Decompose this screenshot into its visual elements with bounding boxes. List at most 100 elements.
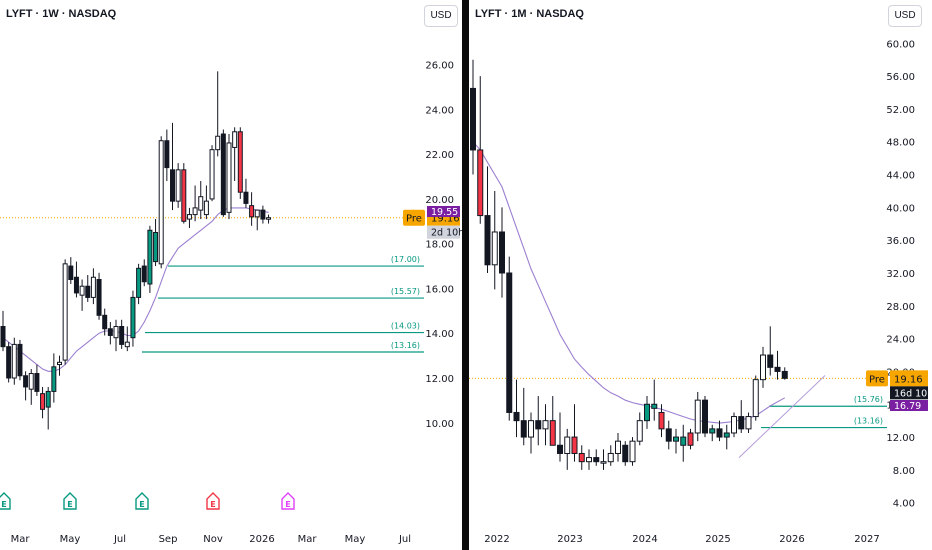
monthly-chart-canvas[interactable]: 60.00 56.00 52.00 48.00 44.00 40.00 36.00 32.00…	[469, 0, 932, 550]
y-axis-tick-label: 20.00	[425, 195, 454, 206]
candle-body	[6, 346, 12, 379]
candle-body	[181, 169, 187, 222]
candle-body	[636, 420, 643, 442]
candle-body	[260, 209, 266, 220]
earnings-event-label: E	[67, 500, 72, 509]
candle-body	[266, 217, 272, 220]
candle-body	[535, 420, 542, 430]
candle-body	[716, 428, 723, 438]
pre-label-text: Pre	[406, 214, 422, 225]
earnings-event-icon[interactable]: E	[206, 492, 220, 510]
candle-body	[752, 379, 759, 418]
candle-body	[153, 231, 159, 263]
earnings-event-icon[interactable]: E	[281, 492, 295, 510]
candle-body	[520, 420, 527, 438]
candle-body	[158, 140, 164, 265]
candle-body	[73, 276, 79, 294]
candle-body	[209, 149, 215, 200]
candle-body	[644, 403, 650, 422]
candle-body	[491, 231, 498, 266]
trend-line[interactable]	[738, 375, 826, 458]
y-axis-tick-label: 48.00	[886, 138, 915, 149]
candle-body	[28, 373, 34, 390]
x-axis-tick-label: 2027	[854, 534, 879, 545]
earnings-event-label: E	[1, 500, 6, 509]
x-axis-tick-label: 2026	[249, 534, 274, 545]
y-axis-tick-label: 52.00	[886, 105, 915, 116]
x-axis-tick-label: Mar	[298, 534, 318, 545]
y-axis-tick-label: 18.00	[425, 240, 454, 251]
support-level-label: (13.16)	[854, 417, 883, 426]
currency-button[interactable]: USD	[888, 5, 922, 27]
candle-body	[767, 354, 774, 368]
moving-average-value: 16.79	[894, 401, 921, 412]
candle-body	[85, 285, 91, 298]
candle-body	[600, 461, 607, 464]
pre-price-text: 19.16	[431, 214, 460, 225]
candle-body	[658, 411, 665, 430]
x-axis-tick-label: Nov	[203, 534, 223, 545]
candle-body	[243, 191, 249, 204]
symbol-title[interactable]: LYFT · 1W · NASDAQ	[6, 8, 117, 20]
panel-divider[interactable]	[462, 0, 469, 550]
y-axis-tick-label: 4.00	[893, 499, 915, 510]
y-axis-tick-label: 36.00	[886, 236, 915, 247]
candle-body	[731, 416, 737, 434]
candle-body	[549, 420, 556, 446]
candle-body	[136, 267, 142, 298]
currency-button[interactable]: USD	[424, 5, 458, 27]
candle-body	[781, 370, 788, 379]
candle-body	[0, 326, 6, 348]
earnings-event-shape	[63, 492, 77, 510]
earnings-event-icon[interactable]: E	[0, 492, 11, 510]
x-axis-tick-label: May	[60, 534, 81, 545]
countdown-text: 16d 10h	[894, 388, 932, 399]
chart-panel-weekly[interactable]: 26.00 24.00 22.00 20.00 18.00 16.00 14.00 12.00…	[0, 0, 462, 550]
candle-body	[622, 444, 629, 463]
candles-group	[470, 59, 788, 470]
y-axis-tick-label: 10.00	[425, 419, 454, 430]
symbol-title[interactable]: LYFT · 1M · NASDAQ	[475, 8, 584, 20]
candle-body	[484, 215, 491, 266]
y-axis-tick-label: 24.00	[425, 105, 454, 116]
y-axis-tick-label: 32.00	[886, 269, 915, 280]
pre-label-tag	[866, 370, 888, 387]
support-level-label: (14.03)	[391, 322, 420, 331]
earnings-event-icon[interactable]: E	[135, 492, 149, 510]
pre-price-tag	[890, 370, 928, 387]
x-axis-tick-label: Sep	[159, 534, 178, 545]
candle-body	[164, 140, 170, 169]
candle-body	[175, 169, 181, 202]
candle-body	[528, 420, 534, 438]
candles-group	[0, 71, 272, 430]
candle-body	[23, 375, 29, 388]
chart-panel-monthly[interactable]: 60.00 56.00 52.00 48.00 44.00 40.00 36.00 32.00…	[469, 0, 932, 550]
candle-body	[578, 452, 585, 463]
earnings-event-label: E	[285, 500, 290, 509]
candle-body	[564, 436, 571, 454]
candle-body	[45, 390, 51, 408]
earnings-event-icon[interactable]: E	[63, 492, 77, 510]
earnings-event-shape	[206, 492, 220, 510]
countdown-text: 2d 10h	[431, 228, 462, 239]
x-axis-tick-label: Mar	[11, 534, 31, 545]
candle-body	[615, 440, 621, 454]
earnings-event-shape	[0, 492, 11, 510]
x-axis-tick-label: May	[345, 534, 366, 545]
weekly-chart-canvas[interactable]: 26.00 24.00 22.00 20.00 18.00 16.00 14.00 12.00…	[0, 0, 462, 550]
moving-average-tag	[427, 206, 460, 217]
candle-body	[542, 420, 549, 430]
pre-price-text: 19.16	[894, 374, 923, 385]
x-axis-tick-label: Jul	[398, 534, 411, 545]
x-axis-tick-label: 2025	[705, 534, 730, 545]
candle-body	[186, 214, 192, 220]
candle-body	[629, 440, 636, 463]
candle-body	[192, 207, 198, 216]
candle-body	[96, 279, 102, 316]
y-axis-tick-label: 60.00	[886, 39, 915, 50]
candle-body	[198, 196, 204, 211]
candle-body	[147, 229, 153, 285]
moving-average-value: 19.55	[431, 207, 458, 218]
y-axis-tick-label: 40.00	[886, 203, 915, 214]
candle-body	[745, 416, 752, 430]
